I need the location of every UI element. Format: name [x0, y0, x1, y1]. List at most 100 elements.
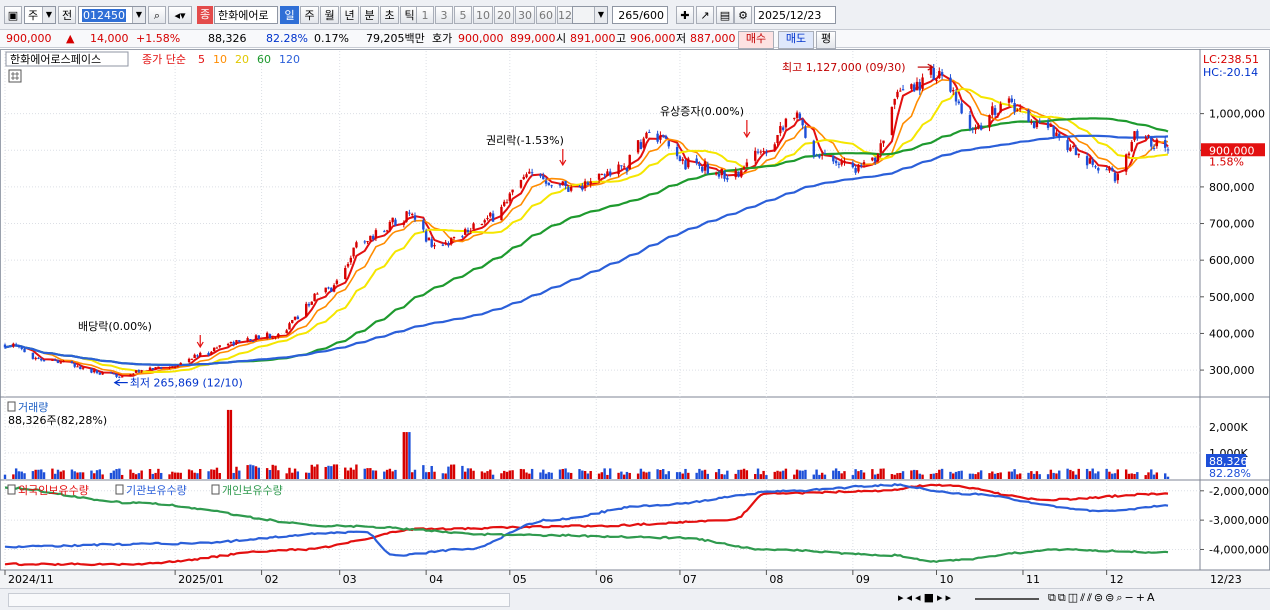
tab-5[interactable]: 초	[380, 6, 399, 24]
candle	[918, 82, 921, 91]
zoom-slider[interactable]	[975, 598, 1039, 600]
interval-button-1[interactable]: 1	[416, 6, 434, 24]
tab-2[interactable]: 월	[320, 6, 339, 24]
chevron-down-icon: ▼	[42, 7, 55, 23]
interval-input[interactable]: ▼	[572, 6, 608, 24]
candle	[157, 366, 160, 368]
interval-button-3[interactable]: 3	[435, 6, 453, 24]
volume-bar	[291, 472, 294, 479]
candle	[23, 348, 26, 353]
price-tick-label: 700,000	[1209, 218, 1255, 231]
candle	[988, 115, 991, 128]
holdings-legend-0: 외국인보유수량	[18, 484, 89, 497]
candle	[463, 229, 467, 235]
layout-icon[interactable]: ▣	[4, 6, 22, 24]
price-tick-label: 400,000	[1209, 327, 1255, 340]
volume-bar	[410, 472, 414, 479]
hc-label: HC:-20.14	[1203, 66, 1258, 79]
volume-bar	[463, 471, 467, 479]
volume-bar	[93, 473, 96, 479]
volume-bar	[600, 472, 604, 479]
sell-button[interactable]: 매도	[778, 31, 814, 49]
volume-bar	[528, 473, 531, 479]
tab-0[interactable]: 일	[280, 6, 299, 24]
candle	[42, 360, 46, 362]
volume-bar	[862, 472, 866, 479]
code-input[interactable]: 012450 ▼	[78, 6, 146, 24]
buy-button[interactable]: 매수	[738, 31, 774, 49]
candle	[154, 367, 157, 370]
period-select[interactable]: 주 ▼	[24, 6, 56, 24]
candle	[558, 184, 562, 186]
volume-bar	[17, 471, 21, 479]
candle	[940, 72, 944, 76]
chart-area[interactable]: 1,000,000 900,000 800,000 700,000 600,000 500…	[0, 49, 1270, 588]
count-input[interactable]: 265/600	[612, 6, 668, 24]
volume-bar	[854, 469, 857, 479]
quote-low: 887,000	[690, 32, 736, 45]
candle	[98, 372, 102, 375]
date-input[interactable]: 2025/12/23	[754, 6, 836, 24]
volume-bar	[834, 468, 838, 479]
playback-controls[interactable]: ▸◂◂■▸▸	[898, 591, 955, 604]
horizontal-scrollbar[interactable]	[8, 593, 510, 607]
price-tick-label: 300,000	[1209, 364, 1255, 377]
search-icon[interactable]: ⌕	[148, 6, 166, 24]
volume-bar	[154, 472, 157, 479]
volume-bar	[472, 470, 475, 479]
volume-bar	[1166, 476, 1170, 479]
volume-bar	[525, 472, 528, 479]
candle	[383, 231, 386, 233]
tool-icons[interactable]: ⧉⧉◫⫽⫽⊜⊜⌕−+A	[1048, 591, 1157, 604]
candle	[305, 303, 308, 317]
candle	[1018, 108, 1022, 110]
volume-bar	[1130, 473, 1133, 479]
volume-bar	[171, 471, 174, 479]
candle	[371, 235, 375, 240]
candle	[684, 160, 687, 170]
volume-bar	[913, 469, 916, 479]
volume-bar	[313, 466, 316, 479]
volume-bar	[756, 468, 760, 479]
eval-button[interactable]: 평	[816, 31, 836, 49]
stock-name[interactable]: 한화에어로	[214, 6, 278, 24]
tab-4[interactable]: 분	[360, 6, 379, 24]
candle	[1035, 121, 1039, 128]
interval-button-5[interactable]: 5	[454, 6, 472, 24]
volume-bar	[804, 469, 807, 479]
volume-bar	[466, 468, 470, 479]
save-icon[interactable]: ▤	[716, 6, 734, 24]
tab-3[interactable]: 년	[340, 6, 359, 24]
volume-bar	[759, 474, 763, 479]
candle	[1055, 132, 1058, 137]
tab-6[interactable]: 틱	[400, 6, 419, 24]
candle	[196, 355, 199, 357]
volume-bar	[1085, 468, 1089, 479]
x-tick-label: 09	[856, 573, 870, 586]
crosshair-icon[interactable]: ✚	[676, 6, 694, 24]
candle	[93, 370, 96, 373]
candle	[112, 373, 115, 375]
interval-button-20[interactable]: 20	[494, 6, 514, 24]
volume-bar	[974, 474, 977, 479]
candle	[642, 138, 645, 148]
volume-bar	[954, 471, 958, 479]
volume-bar	[910, 470, 913, 479]
volume-bar	[793, 474, 796, 479]
interval-button-30[interactable]: 30	[515, 6, 535, 24]
candle	[120, 376, 124, 378]
tab-1[interactable]: 주	[300, 6, 319, 24]
prev-button[interactable]: 전	[58, 6, 76, 24]
volume-bar	[447, 466, 450, 479]
speaker-icon[interactable]: ◂▾	[168, 6, 192, 24]
draw-icon[interactable]: ↗	[696, 6, 714, 24]
candle	[402, 222, 406, 225]
volume-bar	[450, 464, 453, 479]
candle	[410, 213, 414, 215]
interval-button-60[interactable]: 60	[536, 6, 556, 24]
volume-bar	[285, 473, 288, 479]
volume-bar	[1058, 470, 1061, 479]
gear-icon[interactable]: ⚙	[734, 6, 752, 24]
interval-button-10[interactable]: 10	[473, 6, 493, 24]
